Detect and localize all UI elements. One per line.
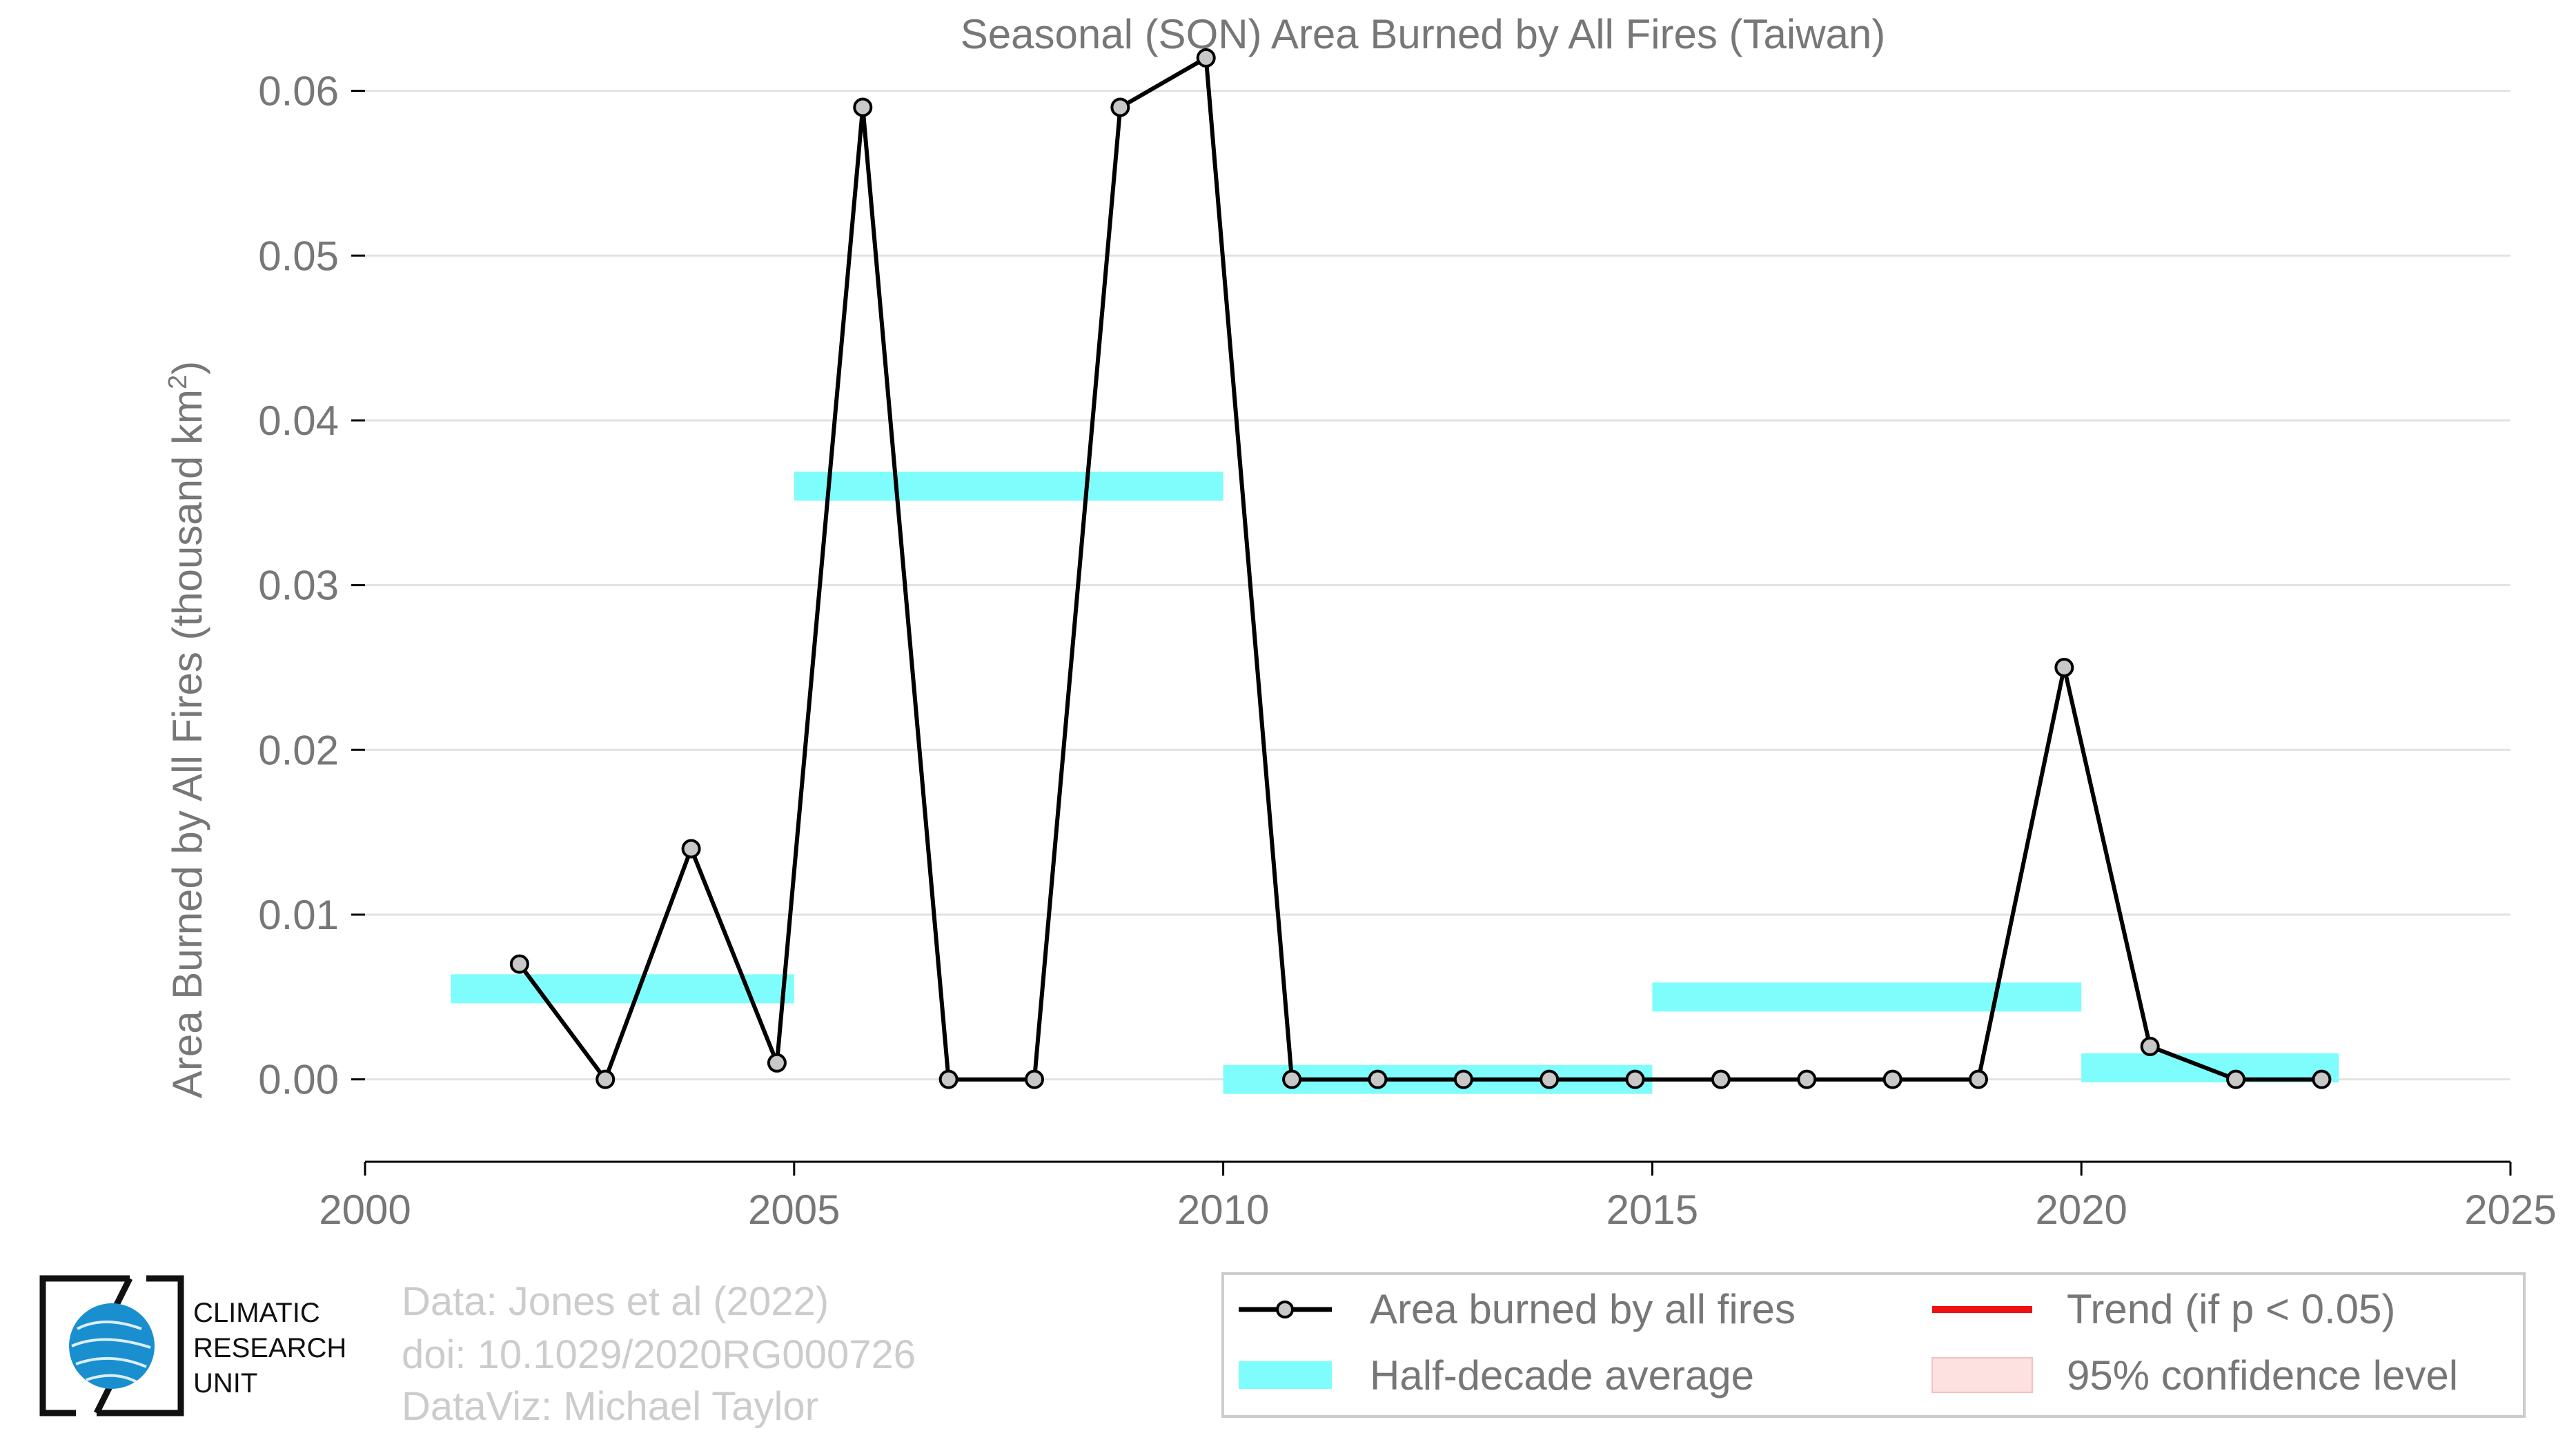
logo-bracket-right xyxy=(97,1275,184,1416)
data-point xyxy=(509,954,529,974)
legend: Area burned by all fires Trend (if p < 0… xyxy=(1221,1272,2526,1418)
x-tick-label: 2015 xyxy=(1606,1187,1698,1233)
series-area-burned xyxy=(509,48,2332,1089)
data-point xyxy=(2054,657,2074,677)
y-tick-label: 0.05 xyxy=(258,233,339,279)
data-point xyxy=(1882,1069,1902,1089)
logo-bracket-left xyxy=(39,1275,130,1416)
y-axis-label: Area Burned by All Fires (thousand km2) xyxy=(164,361,210,1098)
legend-label-area: Area burned by all fires xyxy=(1370,1286,1796,1332)
half-decade-bar xyxy=(794,471,1223,501)
logo-text-line1: CLIMATIC xyxy=(193,1298,320,1328)
credit-data: Data: Jones et al (2022) xyxy=(402,1279,829,1324)
y-tick-label: 0.02 xyxy=(258,727,339,773)
logo-slash-left xyxy=(112,1276,133,1308)
logo-text-line3: UNIT xyxy=(193,1368,257,1399)
x-tick-label: 2010 xyxy=(1177,1187,1269,1233)
data-point xyxy=(2140,1036,2160,1056)
data-point xyxy=(1540,1069,1560,1089)
y-axis-label-main: Area Burned by All Fires (thousand km xyxy=(164,389,210,1098)
legend-box xyxy=(1221,1272,2526,1418)
grid xyxy=(365,90,2510,1081)
x-tick-label: 2020 xyxy=(2035,1187,2127,1233)
data-point xyxy=(853,97,873,117)
data-point xyxy=(767,1053,787,1073)
credit-doi: doi: 10.1029/2020RG000726 xyxy=(402,1332,916,1377)
data-point xyxy=(1797,1069,1817,1089)
data-point xyxy=(2226,1069,2246,1089)
data-point xyxy=(1711,1069,1731,1089)
y-tick-label: 0.03 xyxy=(258,563,339,609)
legend-swatch-confidence xyxy=(1931,1357,2033,1393)
credit-dataviz: DataViz: Michael Taylor xyxy=(402,1384,818,1429)
half-decade-averages xyxy=(451,471,2339,1094)
data-point xyxy=(1968,1069,1988,1089)
logo-text-line2: RESEARCH xyxy=(193,1333,346,1363)
legend-swatch-area-marker xyxy=(1276,1301,1294,1318)
data-point xyxy=(1025,1069,1045,1089)
cru-logo: CLIMATIC RESEARCH UNIT xyxy=(39,1275,346,1416)
legend-swatch-half-decade xyxy=(1239,1361,1332,1389)
y-tick-label: 0.04 xyxy=(258,398,339,444)
legend-label-trend: Trend (if p < 0.05) xyxy=(2067,1286,2395,1332)
data-point xyxy=(2312,1069,2332,1089)
series-line xyxy=(518,55,2322,1082)
y-tick-label: 0.01 xyxy=(258,892,339,938)
data-point xyxy=(1368,1069,1388,1089)
y-tick-label: 0.06 xyxy=(258,68,339,115)
data-point xyxy=(1282,1069,1302,1089)
legend-label-confidence: 95% confidence level xyxy=(2067,1352,2458,1399)
data-point xyxy=(596,1069,616,1089)
chart-title: Seasonal (SON) Area Burned by All Fires … xyxy=(961,11,1886,57)
legend-label-half-decade: Half-decade average xyxy=(1370,1352,1754,1399)
logo-slash-right xyxy=(93,1383,114,1415)
y-axis-ticks: 0.00 0.01 0.02 0.03 0.04 0.05 0.06 xyxy=(258,68,365,1103)
x-axis-ticks: 2000 2005 2010 2015 2020 2025 xyxy=(319,1162,2557,1233)
data-point xyxy=(938,1069,958,1089)
y-tick-label: 0.00 xyxy=(258,1057,339,1103)
x-tick-label: 2025 xyxy=(2464,1187,2556,1233)
data-point xyxy=(1625,1069,1645,1089)
half-decade-bar xyxy=(451,974,794,1004)
y-axis-label-superscript: 2 xyxy=(164,375,193,389)
data-point xyxy=(681,839,701,859)
logo-globe-swirl xyxy=(71,1321,151,1383)
y-axis-label-close: ) xyxy=(164,361,210,375)
x-tick-label: 2000 xyxy=(319,1187,411,1233)
x-tick-label: 2005 xyxy=(748,1187,840,1233)
half-decade-bar xyxy=(1652,982,2082,1012)
data-point xyxy=(1453,1069,1473,1089)
data-point xyxy=(1196,48,1216,68)
data-point xyxy=(1110,97,1130,117)
